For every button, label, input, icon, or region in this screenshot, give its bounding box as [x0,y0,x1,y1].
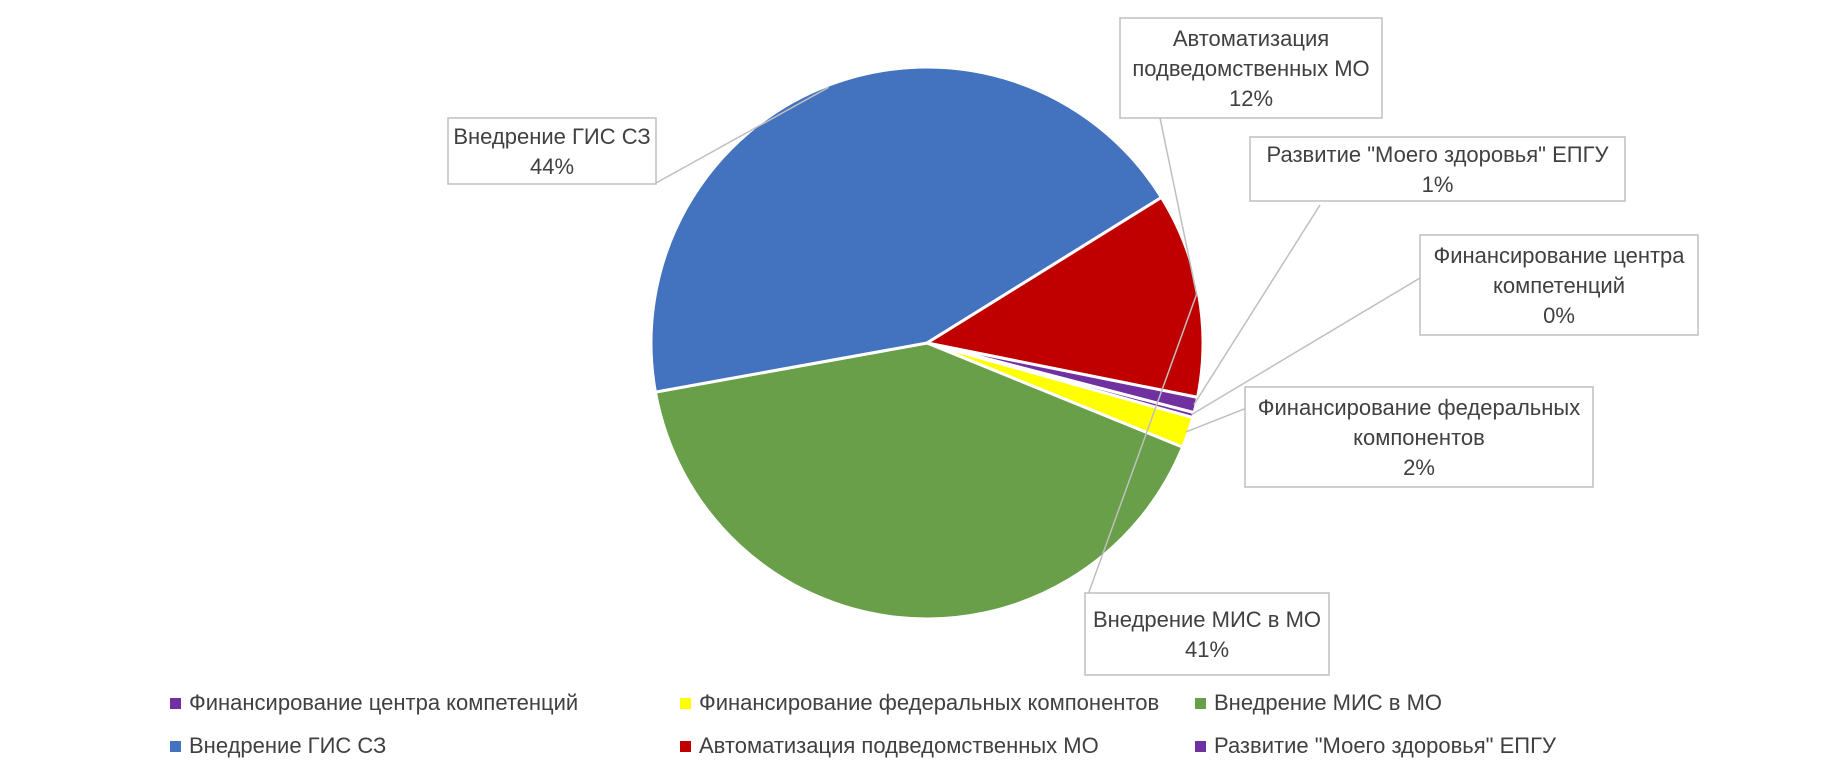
data-label-4-line-2: компонентов [1353,425,1485,450]
legend-label-3: Внедрение МИС в МО [1214,690,1443,715]
leader-line-2 [1193,204,1321,405]
legend-swatch-6 [1195,740,1206,752]
data-label-1-line-1: Автоматизация [1173,26,1329,51]
legend-label-5: Автоматизация подведомственных МО [699,733,1099,758]
data-label-box-5 [1084,592,1330,676]
data-label-box-6 [447,117,657,185]
leader-line-3 [1191,277,1421,416]
data-label-3-line-3: 0% [1543,303,1575,328]
pie-slice-3 [653,341,1185,621]
legend-label-4: Внедрение ГИС СЗ [189,733,387,758]
data-label-2-line-2: 1% [1422,172,1454,197]
data-label-6-line-1: Внедрение ГИС СЗ [453,124,650,149]
legend-item-1: Финансирование центра компетенций [170,690,578,716]
pie-slices [649,65,1205,621]
legend-label-1: Финансирование центра компетенций [189,690,579,715]
legend-swatch-2 [680,697,691,709]
legend-label-6: Развитие "Моего здоровья" ЕПГУ [1214,733,1556,758]
legend-swatch-5 [680,740,691,752]
data-label-4-line-1: Финансирование федеральных [1258,395,1580,420]
legend-swatch-3 [1195,697,1206,709]
leader-line-1 [1159,117,1198,295]
data-label-4-line-3: 2% [1403,455,1435,480]
legend-item-3: Внедрение МИС в МО [1195,690,1442,716]
leader-lines [655,86,1421,604]
pie-slice-4 [649,65,1164,394]
data-label-1-line-3: 12% [1229,86,1273,111]
data-label-box-2 [1249,136,1626,202]
pie-slice-5 [922,195,1205,400]
legend-label-2: Финансирование федеральных компонентов [699,690,1160,715]
legend-item-2: Финансирование федеральных компонентов [680,690,1159,716]
data-label-5-line-1: Внедрение МИС в МО [1093,607,1321,632]
data-label-box-4 [1244,386,1594,488]
data-label-3-line-1: Финансирование центра [1433,243,1685,268]
legend-item-5: Автоматизация подведомственных МО [680,733,1099,759]
leader-line-6 [655,86,829,184]
legend-swatch-4 [170,740,181,752]
data-label-box-3 [1419,234,1699,336]
data-label-2-line-1: Развитие "Моего здоровья" ЕПГУ [1267,142,1610,167]
legend-swatch-1 [170,697,181,709]
data-label-3-line-2: компетенций [1493,273,1625,298]
data-label-1-line-2: подведомственных МО [1132,56,1369,81]
data-label-box-1 [1119,17,1383,119]
legend-item-6: Развитие "Моего здоровья" ЕПГУ [1195,733,1556,759]
leader-line-5 [1084,294,1198,604]
data-label-6-line-2: 44% [530,154,574,179]
data-label-callouts: Автоматизация подведомственных МО 12% Разви… [447,17,1699,676]
legend-item-4: Внедрение ГИС СЗ [170,733,386,759]
data-label-5-line-2: 41% [1185,637,1229,662]
